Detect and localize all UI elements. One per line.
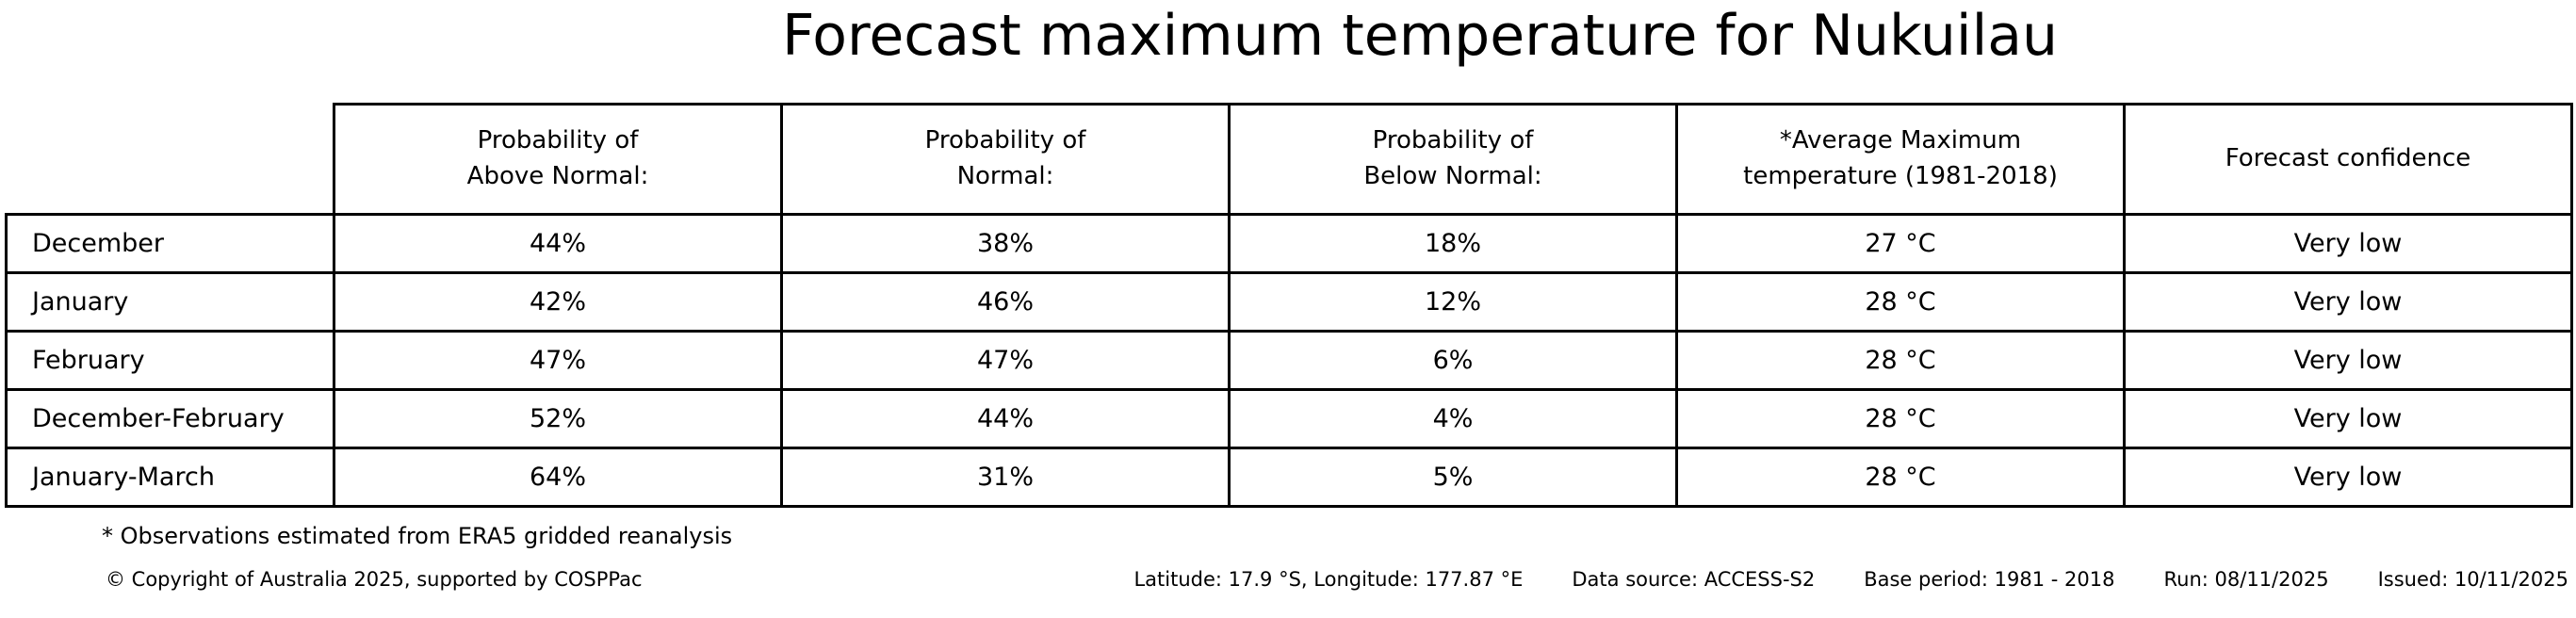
issued-date-text: Issued: 10/11/2025 [2377, 568, 2568, 591]
row-label: January [5, 271, 335, 333]
col-header-above-normal: Probability of Above Normal: [333, 103, 783, 216]
col-header-normal: Probability of Normal: [780, 103, 1231, 216]
cell-average-max-temp: 28 °C [1675, 388, 2126, 449]
cell-average-max-temp: 28 °C [1675, 447, 2126, 508]
cell-below-normal: 4% [1228, 388, 1678, 449]
cell-normal: 38% [780, 213, 1231, 274]
cell-above-normal: 64% [333, 447, 783, 508]
cell-forecast-confidence: Very low [2123, 213, 2573, 274]
cell-forecast-confidence: Very low [2123, 447, 2573, 508]
page-title: Forecast maximum temperature for Nukuila… [781, 3, 2059, 69]
cell-below-normal: 6% [1228, 330, 1678, 391]
cell-above-normal: 52% [333, 388, 783, 449]
row-label: December-February [5, 388, 335, 449]
cell-above-normal: 47% [333, 330, 783, 391]
forecast-table: Probability of Above Normal: Probability… [5, 103, 2573, 508]
row-label: February [5, 330, 335, 391]
table-row-december: December 44% 38% 18% 27 °C Very low [5, 213, 2573, 274]
col-header-forecast-confidence: Forecast confidence [2123, 103, 2573, 216]
cell-forecast-confidence: Very low [2123, 330, 2573, 391]
corner-cell [7, 105, 334, 215]
coordinates-text: Latitude: 17.9 °S, Longitude: 177.87 °E [1133, 568, 1524, 591]
cell-normal: 44% [780, 388, 1231, 449]
footer-bar: © Copyright of Australia 2025, supported… [0, 568, 2576, 591]
cell-normal: 31% [780, 447, 1231, 508]
cell-average-max-temp: 28 °C [1675, 330, 2126, 391]
run-date-text: Run: 08/11/2025 [2163, 568, 2329, 591]
table-row-january: January 42% 46% 12% 28 °C Very low [5, 271, 2573, 333]
era5-footnote: * Observations estimated from ERA5 gridd… [102, 523, 733, 549]
col-header-average-max-temp: *Average Maximum temperature (1981-2018) [1675, 103, 2126, 216]
row-label: January-March [5, 447, 335, 508]
cell-normal: 47% [780, 330, 1231, 391]
cell-average-max-temp: 27 °C [1675, 213, 2126, 274]
col-header-below-normal: Probability of Below Normal: [1228, 103, 1678, 216]
table-row-january-march: January-March 64% 31% 5% 28 °C Very low [5, 447, 2573, 508]
base-period-text: Base period: 1981 - 2018 [1864, 568, 2115, 591]
header-row: Probability of Above Normal: Probability… [7, 103, 2573, 216]
cell-forecast-confidence: Very low [2123, 388, 2573, 449]
cell-normal: 46% [780, 271, 1231, 333]
cell-below-normal: 5% [1228, 447, 1678, 508]
copyright-text: © Copyright of Australia 2025, supported… [106, 568, 643, 591]
cell-below-normal: 18% [1228, 213, 1678, 274]
cell-average-max-temp: 28 °C [1675, 271, 2126, 333]
cell-forecast-confidence: Very low [2123, 271, 2573, 333]
row-label: December [5, 213, 335, 274]
cell-above-normal: 42% [333, 271, 783, 333]
table-row-february: February 47% 47% 6% 28 °C Very low [5, 330, 2573, 391]
table-row-december-february: December-February 52% 44% 4% 28 °C Very … [5, 388, 2573, 449]
cell-above-normal: 44% [333, 213, 783, 274]
data-source-text: Data source: ACCESS-S2 [1572, 568, 1816, 591]
cell-below-normal: 12% [1228, 271, 1678, 333]
